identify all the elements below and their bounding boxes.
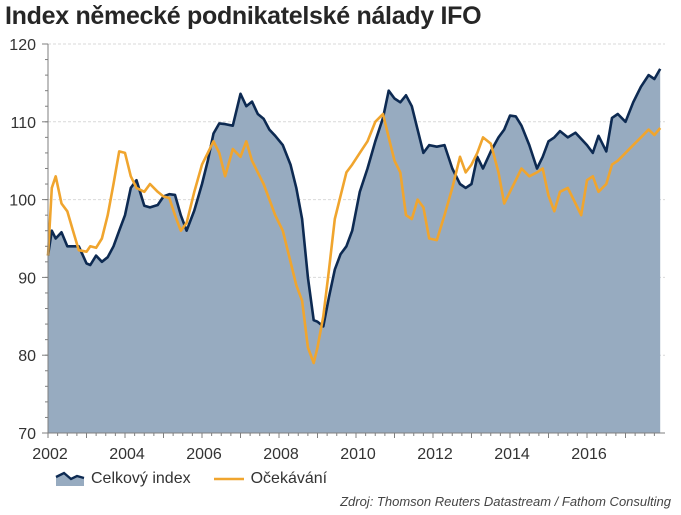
area-swatch-line (55, 471, 85, 481)
x-tick-label: 2010 (340, 446, 376, 463)
total-index-area (48, 68, 661, 434)
chart-title: Index německé podnikatelské nálady IFO (5, 2, 482, 30)
y-tick-label: 120 (9, 37, 36, 54)
x-tick-label: 2016 (571, 446, 607, 463)
x-tick-label: 2012 (417, 446, 453, 463)
y-tick-label: 100 (9, 193, 36, 210)
y-tick-label: 80 (18, 348, 36, 365)
y-tick-label: 70 (18, 426, 36, 443)
legend-item-expect: Očekávání (213, 470, 327, 488)
legend-label-total: Celkový index (91, 470, 191, 487)
y-tick-label: 110 (10, 115, 36, 132)
expectations-line (46, 112, 662, 365)
x-axis-ticks: 2002 2004 2006 2008 2010 2012 2014 2016 (32, 433, 655, 463)
line-swatch-icon (213, 477, 244, 481)
x-tick-label: 2006 (186, 446, 222, 463)
area-swatch-icon (55, 471, 85, 486)
legend-label-expect: Očekávání (250, 470, 328, 487)
legend: Celkový index Očekávání (55, 470, 349, 488)
x-tick-label: 2002 (32, 446, 68, 463)
y-axis-ticks: 70 80 90 100 110 120 (9, 37, 48, 443)
x-tick-label: 2014 (494, 446, 530, 463)
legend-item-total: Celkový index (55, 470, 191, 488)
x-tick-label: 2004 (109, 446, 145, 463)
y-tick-label: 90 (18, 270, 36, 287)
source-note: Zdroj: Thomson Reuters Datastream / Fath… (340, 494, 671, 509)
x-tick-label: 2008 (263, 446, 299, 463)
